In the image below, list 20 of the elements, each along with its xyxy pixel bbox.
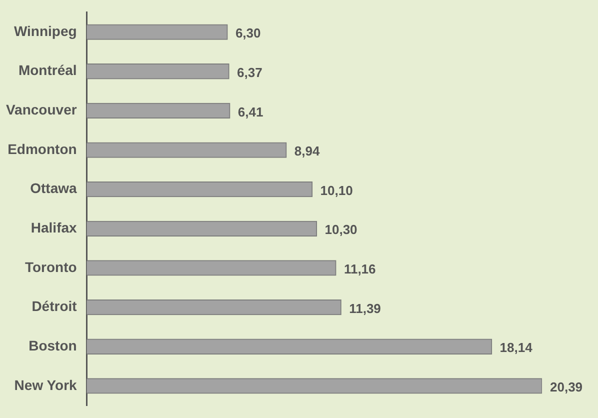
y-tick-label: Edmonton	[8, 140, 77, 157]
y-tick-label: Boston	[28, 337, 77, 354]
data-label: 10,10	[320, 182, 353, 198]
data-label: 10,30	[324, 222, 358, 238]
data-label: 18,14	[500, 340, 534, 356]
y-tick-label: Halifax	[30, 220, 78, 236]
y-tick-label: Winnipeg	[14, 22, 77, 39]
data-label: 6,30	[235, 26, 261, 41]
y-tick-label: Détroit	[32, 298, 78, 314]
data-label: 6,37	[237, 64, 262, 80]
y-tick-label: Vancouver	[6, 102, 78, 118]
data-label: 11,39	[349, 300, 381, 316]
y-tick-label: Montréal	[18, 62, 77, 78]
y-tick-label: Toronto	[24, 258, 77, 275]
data-label: 20,39	[550, 380, 583, 395]
y-tick-label: Ottawa	[30, 180, 78, 196]
y-tick-label: New York	[14, 376, 78, 393]
data-label: 11,16	[344, 262, 376, 277]
data-label: 6,41	[238, 104, 264, 120]
data-label: 8,94	[294, 144, 320, 159]
